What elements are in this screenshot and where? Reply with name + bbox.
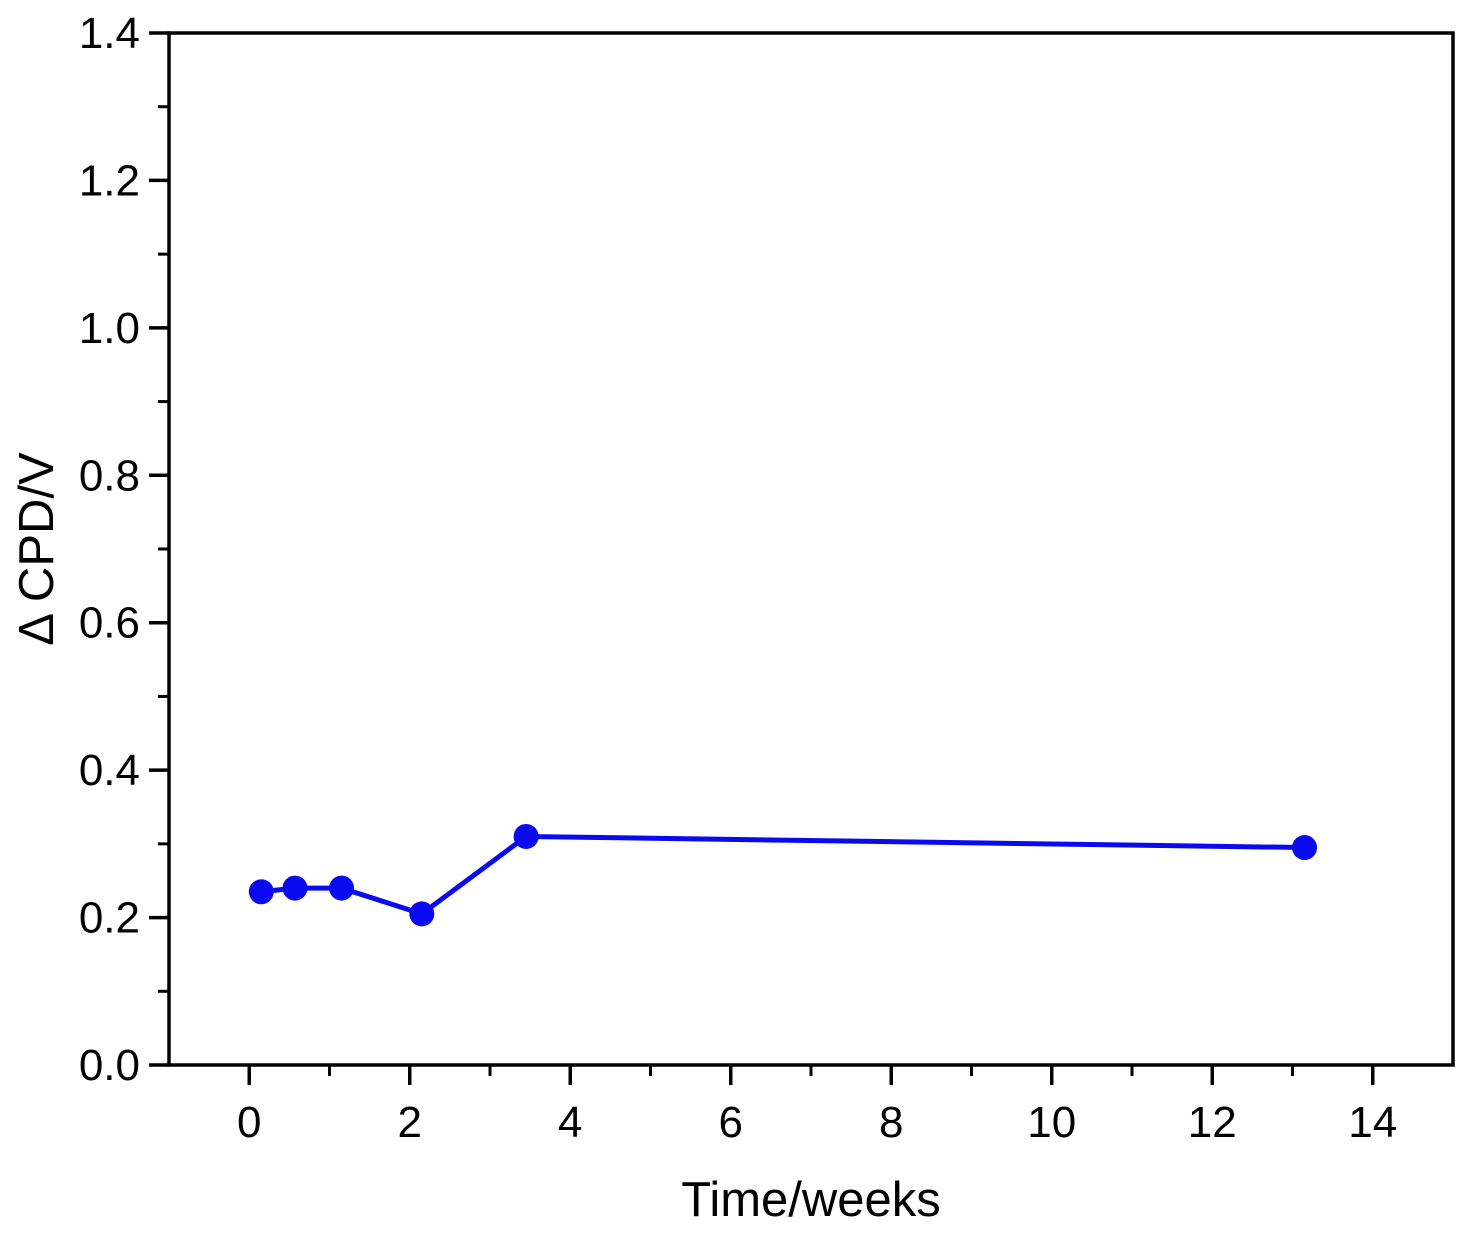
y-tick-label: 0.8 (79, 451, 140, 500)
x-tick-label: 10 (1027, 1098, 1076, 1147)
data-point-marker (409, 901, 435, 927)
x-tick-label: 0 (237, 1098, 261, 1147)
data-point-marker (248, 879, 274, 905)
x-tick-label: 12 (1188, 1098, 1237, 1147)
x-tick-label: 14 (1348, 1098, 1397, 1147)
y-tick-label: 1.0 (79, 304, 140, 353)
data-point-marker (513, 823, 539, 849)
y-axis-title: Δ CPD/V (10, 452, 64, 646)
x-axis-tick-labels: 0 2 4 6 8 10 12 14 (237, 1098, 1397, 1147)
y-axis-tick-labels: 0.0 0.2 0.4 0.6 0.8 1.0 1.2 1.4 (79, 9, 140, 1090)
y-tick-label: 1.4 (79, 9, 140, 58)
y-tick-label: 0.6 (79, 599, 140, 648)
y-tick-label: 0.0 (79, 1041, 140, 1090)
x-axis-ticks (247, 1065, 1375, 1085)
y-tick-label: 0.2 (79, 894, 140, 943)
x-tick-label: 4 (558, 1098, 582, 1147)
data-point-marker (1292, 835, 1318, 861)
x-tick-label: 6 (719, 1098, 743, 1147)
x-tick-label: 2 (398, 1098, 422, 1147)
data-point-marker (282, 875, 308, 901)
y-tick-label: 0.4 (79, 746, 140, 795)
data-point-marker (329, 875, 355, 901)
y-tick-label: 1.2 (79, 156, 140, 205)
x-tick-label: 8 (879, 1098, 903, 1147)
data-point-group (248, 823, 1318, 927)
y-axis-ticks (149, 31, 169, 1067)
x-axis-title: Time/weeks (681, 1173, 941, 1227)
plot-frame (167, 31, 1455, 1067)
axes-box (167, 31, 1455, 1067)
